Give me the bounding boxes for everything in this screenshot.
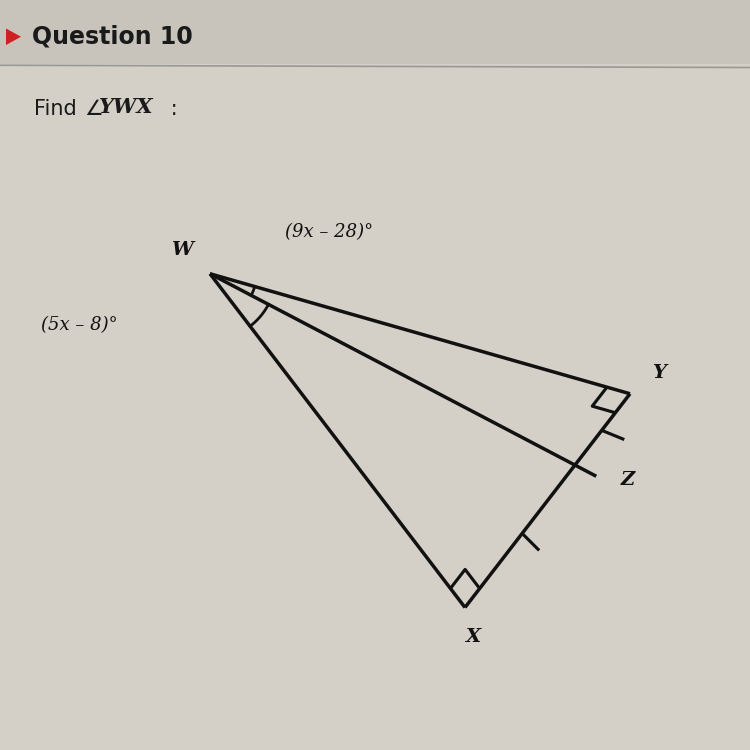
Text: Find: Find (34, 99, 83, 118)
Text: Z: Z (621, 471, 635, 489)
Text: YWX: YWX (99, 98, 154, 117)
Polygon shape (6, 28, 21, 45)
Text: ∠: ∠ (84, 99, 103, 118)
Text: (9x – 28)°: (9x – 28)° (285, 224, 374, 242)
FancyBboxPatch shape (0, 0, 750, 64)
Text: :: : (164, 99, 177, 118)
Text: Question 10: Question 10 (32, 25, 192, 49)
Text: (5x – 8)°: (5x – 8)° (41, 316, 118, 334)
Text: Y: Y (652, 364, 665, 382)
Text: W: W (170, 241, 193, 259)
Text: X: X (465, 628, 480, 646)
